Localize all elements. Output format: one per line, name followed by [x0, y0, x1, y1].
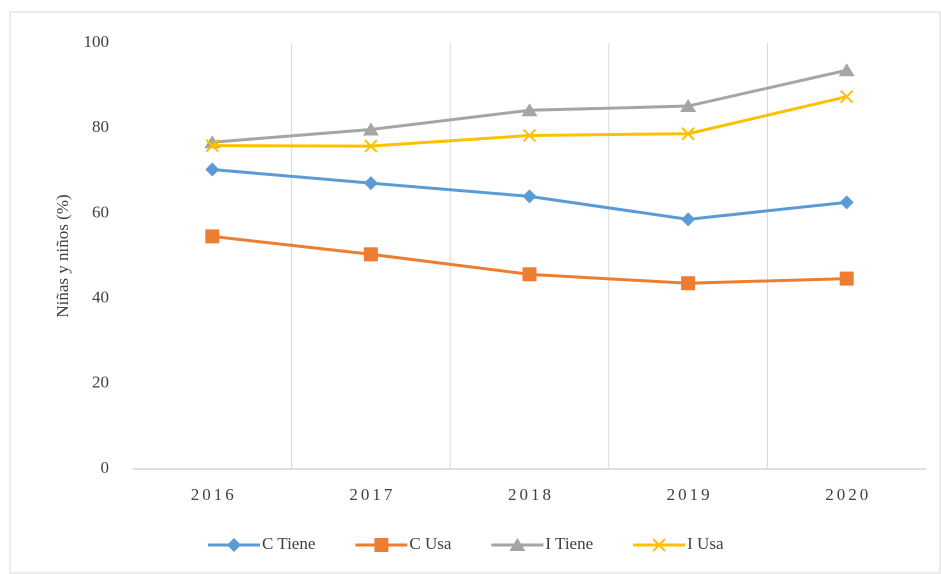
y-tick-label: 40 [92, 288, 109, 307]
data-point [362, 122, 379, 136]
data-point [363, 176, 378, 191]
data-point [839, 195, 854, 210]
legend-marker [374, 538, 389, 552]
data-point [205, 162, 220, 177]
data-point [364, 139, 378, 153]
data-point [521, 103, 538, 117]
chart-frame [9, 11, 941, 574]
x-tick-label: 2017 [349, 485, 395, 504]
data-point [839, 271, 854, 286]
data-point [522, 267, 537, 282]
y-tick-label: 0 [101, 458, 110, 477]
data-point [205, 138, 220, 153]
x-tick-label: 2018 [508, 485, 554, 504]
data-point [839, 89, 854, 104]
x-tick-label: 2019 [667, 485, 713, 504]
data-point [522, 128, 537, 143]
data-point [680, 99, 697, 113]
x-tick-label: 2020 [825, 485, 871, 504]
y-tick-label: 20 [92, 373, 109, 392]
y-axis-label: Niñas y niños (%) [53, 194, 72, 317]
legend-marker [652, 538, 666, 552]
data-point [522, 189, 537, 204]
data-point [205, 229, 220, 244]
legend-label: C Usa [409, 534, 451, 553]
y-tick-label: 60 [92, 202, 109, 221]
legend-label: C Tiene [262, 534, 315, 553]
y-tick-label: 80 [92, 117, 109, 136]
data-point [681, 212, 696, 227]
legend-marker [509, 538, 526, 551]
legend-marker [227, 538, 241, 552]
y-tick-label: 100 [84, 32, 110, 51]
data-point [681, 127, 695, 141]
x-tick-label: 2016 [191, 485, 237, 504]
data-point [838, 63, 855, 77]
data-point [363, 247, 378, 262]
data-point [681, 276, 696, 291]
legend-label: I Tiene [545, 534, 593, 553]
legend-label: I Usa [687, 534, 724, 553]
